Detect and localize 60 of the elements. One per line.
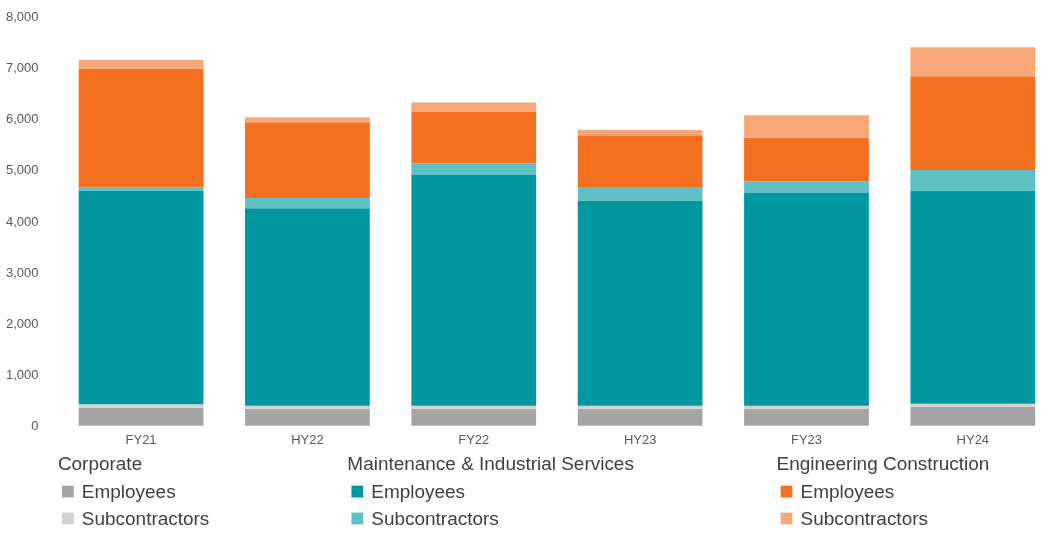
bar <box>245 208 370 406</box>
bar <box>744 408 869 426</box>
bar <box>910 169 1036 191</box>
x-tick-label: FY23 <box>790 432 822 448</box>
x-tick-label: FY22 <box>458 432 490 448</box>
bar <box>78 59 204 69</box>
bar <box>245 117 370 123</box>
bar <box>577 200 703 406</box>
bar <box>577 187 703 201</box>
bar <box>78 407 204 426</box>
bar <box>245 408 370 426</box>
bar <box>245 405 370 409</box>
bar <box>411 112 537 164</box>
bar <box>245 122 370 199</box>
y-tick-label: 4,000 <box>5 213 39 229</box>
bar <box>245 198 370 209</box>
bar <box>744 405 869 409</box>
y-tick-label: 8,000 <box>5 8 39 24</box>
x-tick-label: FY21 <box>125 432 157 448</box>
bar <box>411 102 537 113</box>
legend-label: Employees <box>371 480 466 502</box>
y-tick-label: 5,000 <box>5 162 39 178</box>
bar <box>78 68 204 188</box>
legend-label: Employees <box>800 480 895 502</box>
bar <box>78 404 204 408</box>
bar <box>577 135 703 188</box>
text: Corporate <box>57 452 143 474</box>
y-tick-label: 7,000 <box>5 60 39 76</box>
bar <box>78 190 204 405</box>
legend-label: Employees <box>81 480 176 502</box>
x-tick-label: HY24 <box>956 432 990 448</box>
bar <box>78 187 204 191</box>
y-tick-label: 3,000 <box>5 264 39 280</box>
bar <box>744 181 869 193</box>
bar <box>411 405 537 409</box>
y-tick-label: 6,000 <box>5 111 39 127</box>
bar <box>411 175 537 406</box>
bar <box>910 190 1036 404</box>
bar <box>744 137 869 182</box>
legend-label: Subcontractors <box>81 507 210 529</box>
legend-label: Subcontractors <box>371 507 499 529</box>
bar <box>910 406 1036 426</box>
bar <box>744 192 869 406</box>
bar <box>411 408 537 426</box>
x-tick-label: HY22 <box>291 432 324 448</box>
bar <box>910 403 1036 407</box>
bar <box>910 47 1036 77</box>
text: Engineering Construction <box>776 452 990 474</box>
y-tick-label: 1,000 <box>5 367 39 383</box>
bar <box>910 76 1036 170</box>
text: Maintenance & Industrial Services <box>347 452 634 474</box>
bar <box>577 130 703 136</box>
y-tick-label: 2,000 <box>5 315 39 331</box>
legend-label: Subcontractors <box>800 507 928 529</box>
x-tick-label: HY23 <box>623 432 657 448</box>
bar <box>577 405 703 409</box>
y-tick-label: 0 <box>31 418 39 434</box>
bar <box>744 115 869 138</box>
bar <box>577 408 703 426</box>
bar <box>411 163 537 176</box>
